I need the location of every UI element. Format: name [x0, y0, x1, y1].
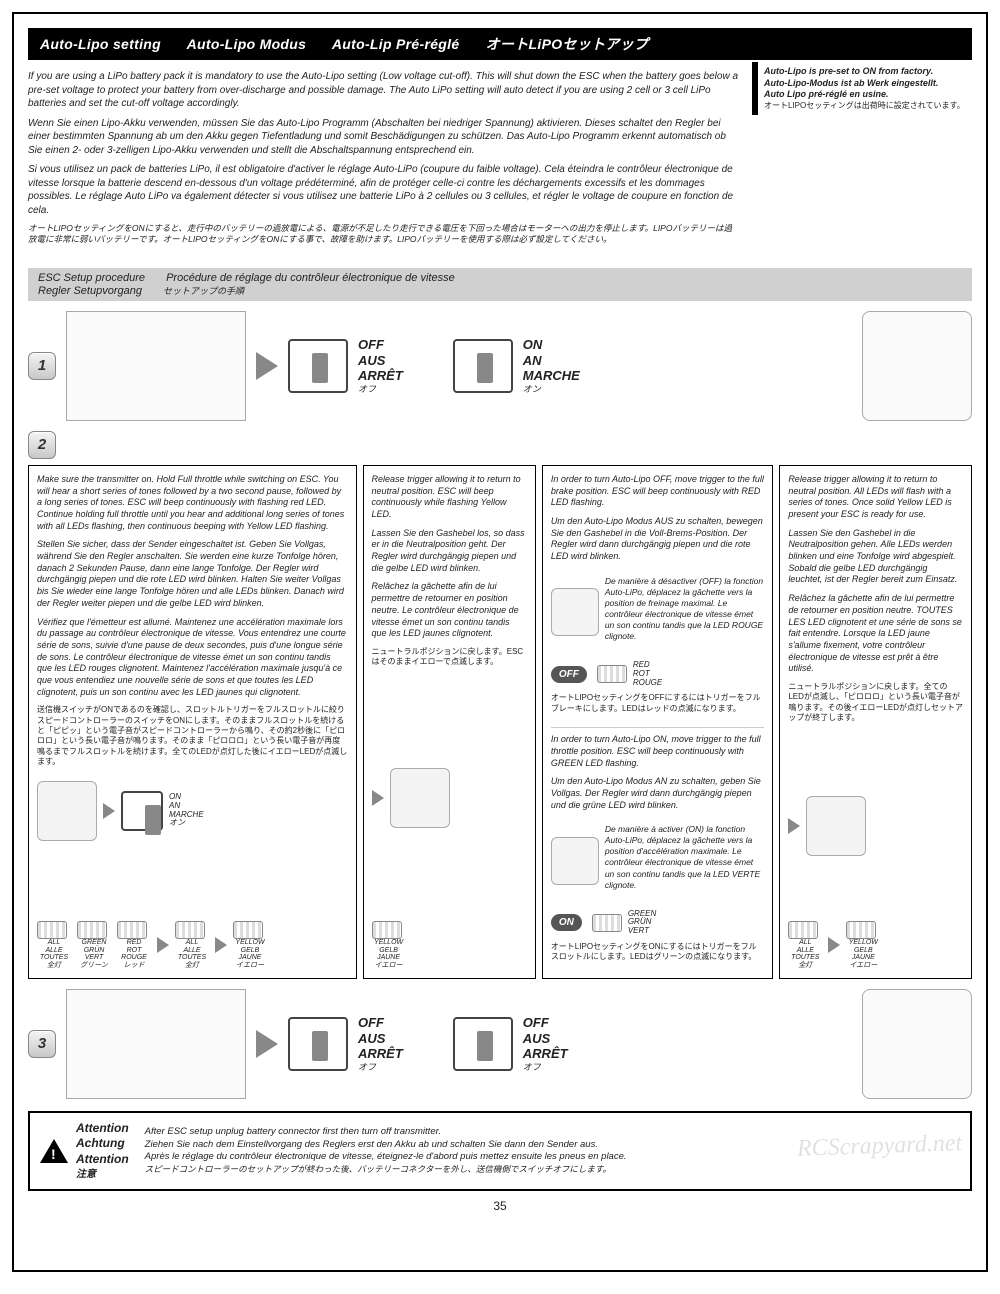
- c3-fr-off: De manière à désactiver (OFF) la fonctio…: [605, 576, 765, 642]
- transmitter-icon: [551, 837, 599, 885]
- section-title-bar: Auto-Lipo setting Auto-Lipo Modus Auto-L…: [28, 28, 972, 60]
- c3-jp-on: オートLIPOセッティングをONにするにはトリガーをフルスロットルにします。LE…: [551, 942, 765, 963]
- page-number: 35: [28, 1199, 972, 1213]
- c3-de-on: Um den Auto-Lipo Modus AN zu schalten, g…: [551, 776, 765, 811]
- c1-jp: 送信機スイッチがONであるのを確認し、スロットルトリガーをフルスロットルに絞りス…: [37, 705, 348, 767]
- attention-label: Attention Achtung Attention 注意: [40, 1121, 129, 1181]
- c2-de: Lassen Sie den Gashebel los, so dass er …: [372, 528, 527, 575]
- title-fr: Auto-Lip Pré-réglé: [332, 36, 460, 52]
- step2-col3: In order to turn Auto-Lipo OFF, move tri…: [542, 465, 774, 979]
- led-icon: [846, 921, 876, 939]
- led-icon: [117, 921, 147, 939]
- led-icon: [175, 921, 205, 939]
- power-switch-diagram: [453, 339, 513, 393]
- transmitter-icon: [37, 781, 97, 841]
- c2-fr: Relâchez la gâchette afin de lui permett…: [372, 581, 527, 639]
- led-icon: [597, 665, 627, 683]
- arrow-icon: [157, 937, 169, 953]
- c4-de: Lassen Sie den Gashebel in die Neutralpo…: [788, 528, 963, 586]
- led-sequence: ALLALLETOUTES全灯 GREENGRÜNVERTグリーン REDROT…: [37, 913, 348, 970]
- step2-col4: Release trigger allowing it to return to…: [779, 465, 972, 979]
- led-icon: [788, 921, 818, 939]
- intro-de: Wenn Sie einen Lipo-Akku verwenden, müss…: [28, 117, 740, 158]
- chassis-diagram: [66, 989, 246, 1099]
- c4-fr: Relâchez la gâchette afin de lui permett…: [788, 593, 963, 675]
- switch-off-label: OFF AUS ARRÊT オフ: [358, 337, 403, 395]
- power-switch-diagram: [288, 339, 348, 393]
- arrow-icon: [372, 790, 384, 806]
- chassis-diagram: [66, 311, 246, 421]
- manual-page: Auto-Lipo setting Auto-Lipo Modus Auto-L…: [12, 12, 988, 1272]
- title-de: Auto-Lipo Modus: [187, 36, 307, 52]
- c4-en: Release trigger allowing it to return to…: [788, 474, 963, 521]
- warning-icon: [40, 1139, 68, 1163]
- intro-fr: Si vous utilisez un pack de batteries Li…: [28, 163, 740, 217]
- intro-jp: オートLIPOセッティングをONにすると、走行中のバッテリーの過放電による、電源…: [28, 223, 740, 246]
- transmitter-diagram: [862, 989, 972, 1099]
- preset-jp: オートLIPOセッティングは出荷時に設定されています。: [764, 101, 966, 111]
- c3-de-off: Um den Auto-Lipo Modus AUS zu schalten, …: [551, 516, 765, 563]
- transmitter-icon: [390, 768, 450, 828]
- on-mini-label: ON AN MARCHE オン: [169, 793, 204, 828]
- led-icon: [37, 921, 67, 939]
- title-en: Auto-Lipo setting: [40, 36, 161, 52]
- esc-setup-heading: ESC Setup procedure Procédure de réglage…: [28, 268, 972, 301]
- step-badge-2: 2: [28, 431, 56, 459]
- transmitter-icon: [551, 588, 599, 636]
- switch-off-label: OFF AUS ARRÊT オフ: [523, 1015, 568, 1073]
- arrow-icon: [103, 803, 115, 819]
- led-sequence: [372, 760, 527, 828]
- power-switch-diagram: [288, 1017, 348, 1071]
- preset-de: Auto-Lipo-Modus ist ab Werk eingestellt.: [764, 78, 966, 90]
- step2-col1: Make sure the transmitter on. Hold Full …: [28, 465, 357, 979]
- c1-en: Make sure the transmitter on. Hold Full …: [37, 474, 348, 532]
- c3-jp-off: オートLIPOセッティングをOFFにするにはトリガーをフルブレーキにします。LE…: [551, 693, 765, 714]
- step-badge-1: 1: [28, 352, 56, 380]
- step-1-row: 1 OFF AUS ARRÊT オフ ON AN MARCHE オン: [28, 311, 972, 421]
- c2-en: Release trigger allowing it to return to…: [372, 474, 527, 521]
- led-icon: [233, 921, 263, 939]
- intro-en: If you are using a LiPo battery pack it …: [28, 70, 740, 111]
- switch-on-label: ON AN MARCHE オン: [523, 337, 580, 395]
- c1-de: Stellen Sie sicher, dass der Sender eing…: [37, 539, 348, 609]
- attention-box: Attention Achtung Attention 注意 After ESC…: [28, 1111, 972, 1191]
- led-sequence: [788, 788, 963, 856]
- transmitter-icon: [806, 796, 866, 856]
- sub-en: ESC Setup procedure: [38, 272, 145, 284]
- transmitter-diagram: [862, 311, 972, 421]
- c4-jp: ニュートラルポジションに戻します。全てのLEDが点滅し、「ピロロロ」という長い電…: [788, 682, 963, 724]
- switch-off-label: OFF AUS ARRÊT オフ: [358, 1015, 403, 1073]
- attention-text: After ESC setup unplug battery connector…: [145, 1126, 960, 1176]
- step-badge-3: 3: [28, 1030, 56, 1058]
- switch-icon: [121, 791, 163, 831]
- preset-fr: Auto Lipo pré-réglé en usine.: [764, 89, 966, 101]
- led-icon: [77, 921, 107, 939]
- arrow-icon: [788, 818, 800, 834]
- factory-preset-note: Auto-Lipo is pre-set to ON from factory.…: [752, 62, 972, 115]
- arrow-icon: [256, 352, 278, 380]
- step-3-row: 3 OFF AUS ARRÊT オフ OFF AUS ARRÊT オフ: [28, 989, 972, 1099]
- c3-en-off: In order to turn Auto-Lipo OFF, move tri…: [551, 474, 765, 509]
- sub-de: Regler Setupvorgang: [38, 285, 142, 297]
- step-2-grid: Make sure the transmitter on. Hold Full …: [28, 465, 972, 979]
- led-icon: [592, 914, 622, 932]
- led-icon: [372, 921, 402, 939]
- c2-jp: ニュートラルポジションに戻します。ESCはそのままイエローで点滅します。: [372, 647, 527, 668]
- step2-col2: Release trigger allowing it to return to…: [363, 465, 536, 979]
- on-pill: ON: [551, 914, 582, 931]
- sub-fr: Procédure de réglage du contrôleur élect…: [166, 272, 455, 284]
- c1-fr: Vérifiez que l'émetteur est allumé. Main…: [37, 617, 348, 699]
- arrow-icon: [256, 1030, 278, 1058]
- c3-en-on: In order to turn Auto-Lipo ON, move trig…: [551, 734, 765, 769]
- intro-text: If you are using a LiPo battery pack it …: [28, 70, 740, 252]
- preset-en: Auto-Lipo is pre-set to ON from factory.: [764, 66, 966, 78]
- arrow-icon: [215, 937, 227, 953]
- title-jp: オートLiPOセットアップ: [486, 36, 649, 52]
- sub-jp: セットアップの手順: [163, 286, 244, 296]
- c3-fr-on: De manière à activer (ON) la fonction Au…: [605, 824, 765, 890]
- arrow-icon: [828, 937, 840, 953]
- off-pill: OFF: [551, 666, 587, 683]
- power-switch-diagram: [453, 1017, 513, 1071]
